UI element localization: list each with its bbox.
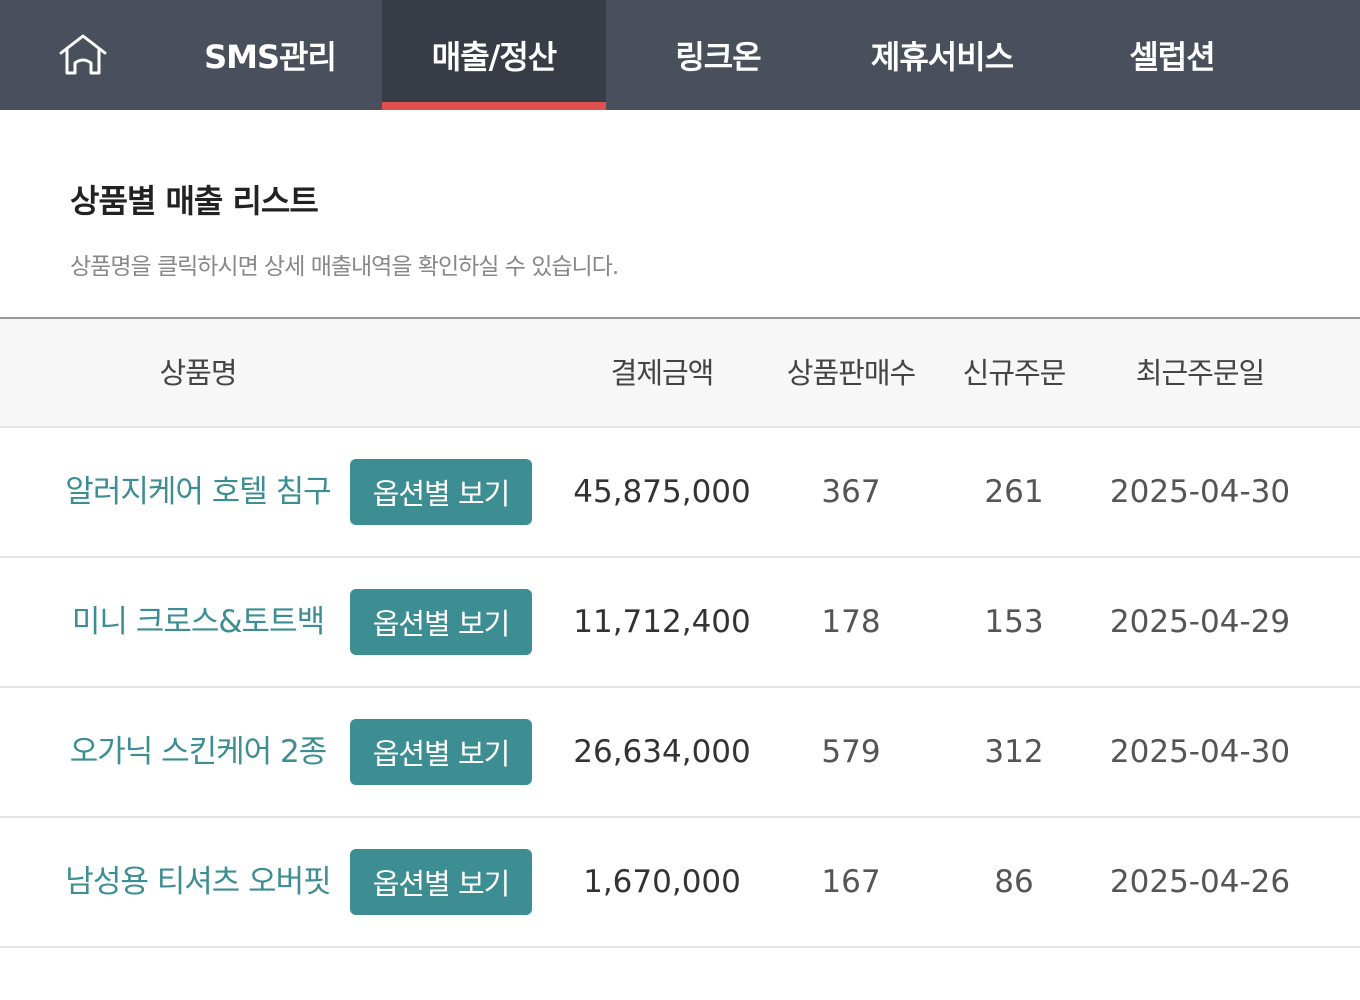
last-order-date: 2025-04-29 <box>1109 604 1291 640</box>
table-row: 오가닉 스킨케어 2종 옵션별 보기 26,634,000 579 312 20… <box>0 688 1360 818</box>
last-order-date: 2025-04-26 <box>1109 864 1291 900</box>
table-header: 상품명 결제금액 상품판매수 신규주문 최근주문일 <box>0 317 1360 428</box>
sales-count: 579 <box>821 734 881 770</box>
new-orders: 86 <box>994 864 1034 900</box>
top-nav: SMS관리 매출/정산 링크온 제휴서비스 셀럽션 <box>0 0 1360 110</box>
nav-partner[interactable]: 제휴서비스 <box>870 38 1014 76</box>
table-row: 알러지케어 호텔 침구 옵션별 보기 45,875,000 367 261 20… <box>0 428 1360 558</box>
page-subtitle: 상품명을 클릭하시면 상세 매출내역을 확인하실 수 있습니다. <box>70 254 619 280</box>
option-view-button[interactable]: 옵션별 보기 <box>350 589 532 655</box>
sales-count: 367 <box>821 474 881 510</box>
product-name-link[interactable]: 남성용 티셔츠 오버핏 <box>65 864 331 900</box>
option-view-button[interactable]: 옵션별 보기 <box>350 849 532 915</box>
header-amount: 결제금액 <box>610 355 715 390</box>
nav-sales[interactable]: 매출/정산 <box>382 0 606 110</box>
nav-linkon[interactable]: 링크온 <box>675 38 761 76</box>
option-view-button[interactable]: 옵션별 보기 <box>350 459 532 525</box>
amount: 1,670,000 <box>583 864 741 900</box>
product-name-link[interactable]: 미니 크로스&토트백 <box>71 604 325 640</box>
product-name-link[interactable]: 오가닉 스킨케어 2종 <box>69 734 328 770</box>
nav-sms[interactable]: SMS관리 <box>204 38 337 76</box>
header-name: 상품명 <box>159 355 237 390</box>
product-name-link[interactable]: 알러지케어 호텔 침구 <box>65 474 331 510</box>
amount: 26,634,000 <box>573 734 751 770</box>
home-icon <box>59 34 107 75</box>
option-view-button[interactable]: 옵션별 보기 <box>350 719 532 785</box>
table-row: 미니 크로스&토트백 옵션별 보기 11,712,400 178 153 202… <box>0 558 1360 688</box>
page-title: 상품별 매출 리스트 <box>70 182 319 220</box>
sales-count: 167 <box>821 864 881 900</box>
last-order-date: 2025-04-30 <box>1109 734 1291 770</box>
new-orders: 153 <box>984 604 1044 640</box>
header-new-orders: 신규주문 <box>962 355 1067 390</box>
new-orders: 312 <box>984 734 1044 770</box>
sales-count: 178 <box>821 604 881 640</box>
table-row: 남성용 티셔츠 오버핏 옵션별 보기 1,670,000 167 86 2025… <box>0 818 1360 948</box>
nav-celebsion[interactable]: 셀럽션 <box>1129 38 1215 76</box>
amount: 45,875,000 <box>573 474 751 510</box>
home-button[interactable] <box>40 0 126 110</box>
header-sales: 상품판매수 <box>786 355 916 390</box>
header-last-date: 최근주문일 <box>1135 355 1265 390</box>
new-orders: 261 <box>984 474 1044 510</box>
last-order-date: 2025-04-30 <box>1109 474 1291 510</box>
amount: 11,712,400 <box>573 604 751 640</box>
